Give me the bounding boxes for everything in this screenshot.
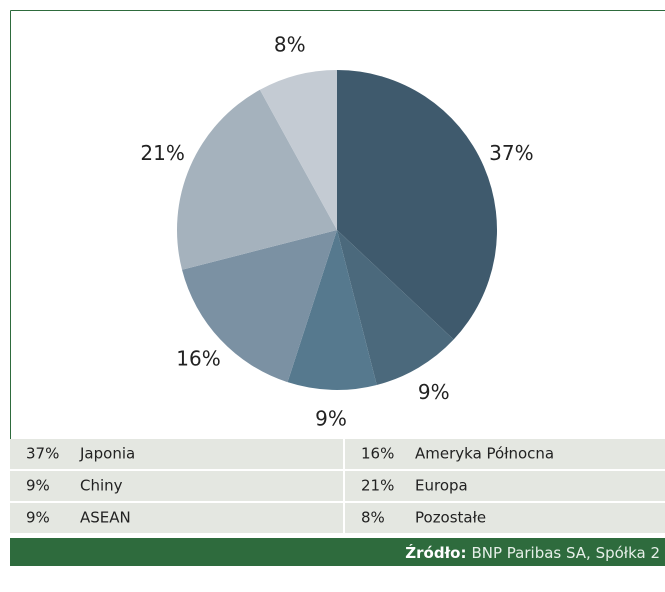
legend-label: ASEAN [80, 509, 131, 527]
legend-cell [345, 503, 665, 533]
slice-label: 16% [176, 347, 220, 371]
pie-slice [182, 230, 337, 383]
source-text: BNP Paribas SA, Spółka 2 [471, 544, 660, 562]
legend-value: 37% [26, 445, 59, 463]
legend-label: Ameryka Północna [415, 445, 554, 463]
legend-label: Japonia [79, 445, 135, 463]
pie-slice [259, 70, 337, 230]
legend-value: 16% [361, 445, 394, 463]
pie-slice [287, 230, 377, 390]
pie-slice [337, 230, 454, 385]
legend-cell [10, 439, 343, 469]
slice-label: 8% [274, 32, 306, 56]
legend-value: 9% [26, 509, 50, 527]
legend-cell [345, 471, 665, 501]
source: Źródło: BNP Paribas SA, Spółka 2 [405, 543, 660, 562]
source-bar [10, 538, 665, 566]
pie-slice [337, 70, 497, 340]
slice-label: 21% [140, 141, 184, 165]
legend-cell [10, 471, 343, 501]
legend-value: 8% [361, 509, 385, 527]
slice-label: 9% [418, 380, 450, 404]
slice-label: 37% [489, 141, 533, 165]
source-label: Źródło: [405, 543, 466, 562]
slice-label: 9% [315, 406, 347, 430]
legend-cell [345, 439, 665, 469]
legend-value: 21% [361, 477, 394, 495]
legend-label: Chiny [80, 477, 123, 495]
legend-cell [10, 503, 343, 533]
legend-value: 9% [26, 477, 50, 495]
legend-label: Europa [415, 477, 468, 495]
legend-label: Pozostałe [415, 509, 486, 527]
pie-slice [176, 89, 337, 270]
